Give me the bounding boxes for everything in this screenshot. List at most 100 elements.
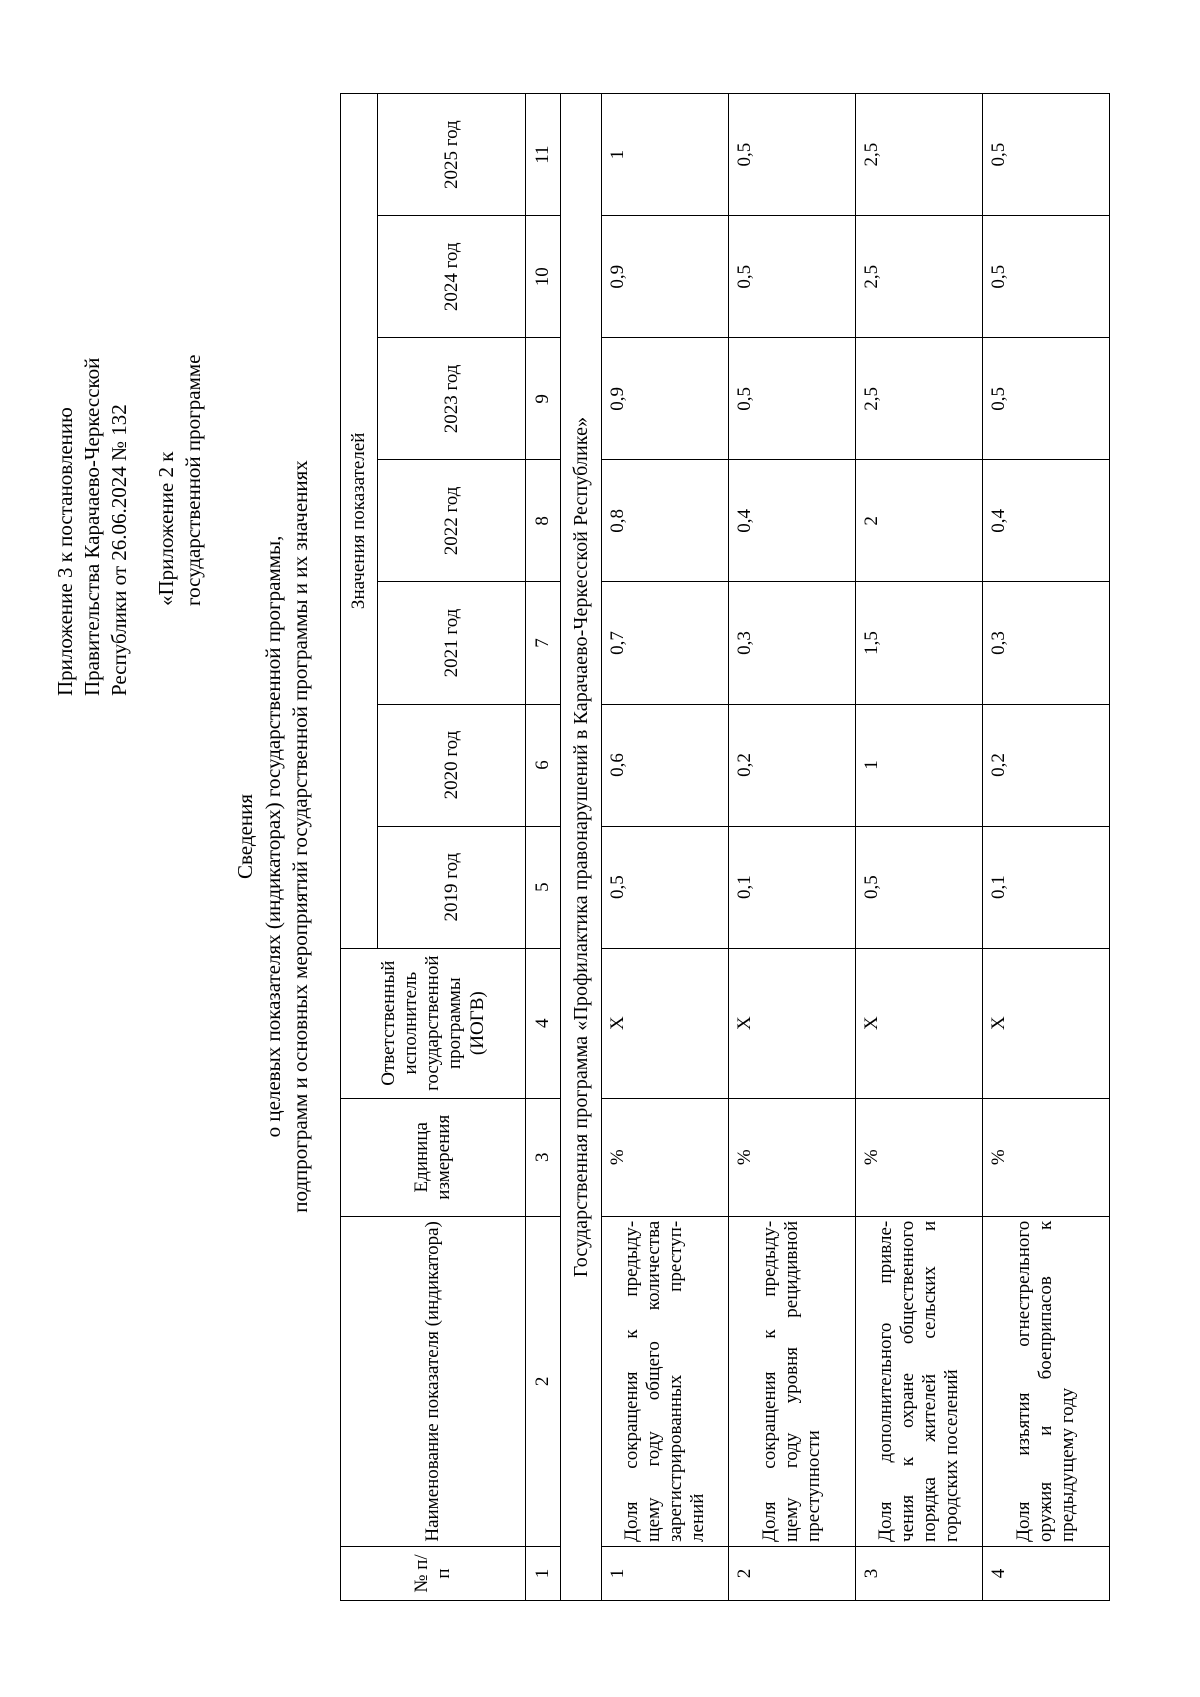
header-year-2019: 2019 год (377, 826, 526, 949)
colnum-10: 10 (525, 215, 561, 338)
header-year-2020: 2020 год (377, 704, 526, 827)
indicator-name: Доля сокращения к предыду- щему году общ… (601, 1216, 729, 1547)
spacer (133, 72, 153, 1601)
document-subtitle-1: о целевых показателях (индикаторах) госу… (260, 535, 285, 1138)
value-2021: 0,3 (728, 581, 856, 705)
unit-value: % (728, 1098, 856, 1217)
value-2021: 0,7 (601, 581, 729, 705)
table-row: 3 Доля дополнительного привле- чения к о… (855, 93, 983, 1601)
colnum-5: 5 (525, 826, 561, 949)
value-2023: 0,5 (728, 337, 856, 460)
appendix-line-2: Правительства Карачаево-Черкесской (79, 357, 104, 696)
indicators-table: № п/п Наименование показателя (индикатор… (340, 93, 1110, 1601)
value-2025: 2,5 (855, 93, 983, 216)
value-2019: 0,5 (855, 826, 983, 949)
program-title: Государственная программа «Профилактика … (560, 93, 602, 1601)
colnum-8: 8 (525, 459, 561, 582)
colnum-2: 2 (525, 1216, 561, 1547)
colnum-4: 4 (525, 948, 561, 1099)
value-2020: 0,2 (728, 704, 856, 827)
responsible-value: Х (982, 948, 1110, 1099)
column-number-row: 1 2 3 4 5 6 7 8 9 10 11 (525, 93, 561, 1601)
row-number: 2 (728, 1546, 856, 1601)
value-2021: 0,3 (982, 581, 1110, 705)
value-2024: 0,9 (601, 215, 729, 338)
unit-value: % (982, 1098, 1110, 1217)
header-year-2023: 2023 год (377, 337, 526, 460)
header-values-group: Значения показателей (340, 93, 378, 949)
header-year-2021: 2021 год (377, 581, 526, 705)
value-2021: 1,5 (855, 581, 983, 705)
quoted-line-2: государственной программе (180, 354, 205, 607)
value-2023: 0,5 (982, 337, 1110, 460)
responsible-value: Х (601, 948, 729, 1099)
indicator-name-line: порядка жителей сельских и (919, 1220, 941, 1542)
header-unit: Единица измерения (340, 1098, 526, 1217)
indicator-name: Доля сокращения к предыду- щему году уро… (728, 1216, 856, 1547)
quoted-appendix-block: «Приложение 2 к государственной программ… (153, 66, 207, 607)
value-2019: 0,5 (601, 826, 729, 949)
header-year-2022: 2022 год (377, 459, 526, 582)
colnum-11: 11 (525, 93, 561, 216)
indicator-name-line: Доля дополнительного привле- (874, 1220, 896, 1542)
responsible-value: Х (728, 948, 856, 1099)
program-banner-row: Государственная программа «Профилактика … (560, 93, 602, 1601)
indicator-name-line: щему году уровня рецидивной (781, 1220, 803, 1542)
value-2024: 0,5 (728, 215, 856, 338)
table-header-row-group: № п/п Наименование показателя (индикатор… (340, 93, 526, 1601)
value-2023: 0,9 (601, 337, 729, 460)
indicator-name-line: Доля сокращения к предыду- (620, 1220, 642, 1542)
colnum-3: 3 (525, 1098, 561, 1217)
value-2024: 2,5 (855, 215, 983, 338)
value-2025: 0,5 (982, 93, 1110, 216)
header-year-2025: 2025 год (377, 93, 526, 216)
row-number: 3 (855, 1546, 983, 1601)
indicator-name-line: зарегистрированных преступ- (665, 1220, 687, 1542)
value-2022: 0,4 (982, 459, 1110, 582)
value-2019: 0,1 (982, 826, 1110, 949)
quoted-line-1: «Приложение 2 к (153, 451, 178, 606)
appendix-reference-block: Приложение 3 к постановлению Правительст… (52, 76, 133, 696)
appendix-line-1: Приложение 3 к постановлению (53, 407, 77, 696)
value-2024: 0,5 (982, 215, 1110, 338)
value-2020: 0,2 (982, 704, 1110, 827)
indicator-name-line: щему году общего количества (643, 1220, 665, 1542)
indicator-name-line: преступности (803, 1430, 825, 1542)
page-title: Сведения (233, 794, 258, 879)
colnum-6: 6 (525, 704, 561, 827)
row-number: 1 (601, 1546, 729, 1601)
indicator-name-line: лений (687, 1493, 709, 1542)
colnum-9: 9 (525, 337, 561, 460)
document-title-block: Сведения о целевых показателях (индикато… (232, 72, 314, 1601)
value-2022: 0,4 (728, 459, 856, 582)
header-np: № п/п (340, 1546, 526, 1601)
colnum-7: 7 (525, 581, 561, 705)
value-2025: 1 (601, 93, 729, 216)
header-indicator-name: Наименование показателя (индикатора) (340, 1216, 526, 1547)
value-2020: 1 (855, 704, 983, 827)
table-row: 2 Доля сокращения к предыду- щему году у… (728, 93, 856, 1601)
indicator-name-line: Доля сокращения к предыду- (758, 1220, 780, 1542)
indicator-name-line: чения к охране общественного (897, 1220, 919, 1542)
indicator-name: Доля изъятия огнестрельного оружия и бое… (982, 1216, 1110, 1547)
row-number: 4 (982, 1546, 1110, 1601)
indicator-name-line: предыдущему году (1057, 1387, 1079, 1542)
value-2025: 0,5 (728, 93, 856, 216)
unit-value: % (855, 1098, 983, 1217)
header-year-2024: 2024 год (377, 215, 526, 338)
indicator-name-line: городских поселений (941, 1369, 963, 1542)
value-2022: 2 (855, 459, 983, 582)
value-2019: 0,1 (728, 826, 856, 949)
unit-value: % (601, 1098, 729, 1217)
indicator-name: Доля дополнительного привле- чения к охр… (855, 1216, 983, 1547)
value-2023: 2,5 (855, 337, 983, 460)
responsible-value: Х (855, 948, 983, 1099)
header-responsible: Ответственный исполнитель государственно… (340, 948, 526, 1099)
colnum-1: 1 (525, 1546, 561, 1601)
table-row: 1 Доля сокращения к предыду- щему году о… (601, 93, 729, 1601)
document-subtitle-2: подпрограмм и основных мероприятий госуд… (287, 460, 312, 1213)
indicator-name-line: оружия и боеприпасов к (1035, 1220, 1057, 1542)
appendix-line-3: Республики от 26.06.2024 № 132 (106, 404, 131, 696)
